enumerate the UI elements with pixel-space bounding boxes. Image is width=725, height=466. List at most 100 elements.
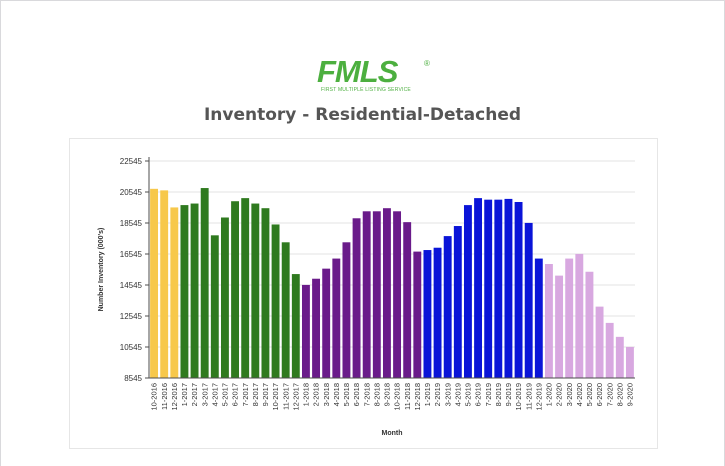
bar-5-2018[interactable] [342,242,351,378]
y-tick-label: 16545 [120,250,143,259]
bar-7-2020[interactable] [605,322,614,378]
bar-11-2016[interactable] [160,190,169,378]
x-tick-label: 2-2020 [555,383,564,406]
x-tick-label: 10-2016 [150,383,159,411]
bar-2-2019[interactable] [433,247,442,378]
bar-8-2019[interactable] [494,199,503,378]
x-tick-label: 4-2018 [332,383,341,406]
x-tick-label: 9-2019 [504,383,513,406]
bar-5-2020[interactable] [585,271,594,378]
bar-10-2017[interactable] [271,224,280,378]
y-axis-title: Number Inventory (000's) [98,228,105,312]
bar-12-2019[interactable] [534,258,543,378]
fmls-logo: FMLS ® FIRST MULTIPLE LISTING SERVICE [315,55,435,96]
y-tick-label: 22545 [120,157,143,166]
x-tick-label: 6-2018 [352,383,361,406]
x-tick-label: 7-2020 [605,383,614,406]
x-tick-label: 9-2020 [626,383,635,406]
x-tick-label: 5-2019 [464,383,473,406]
x-tick-label: 1-2018 [302,383,311,406]
x-tick-label: 10-2018 [393,383,402,411]
bar-4-2019[interactable] [453,226,462,378]
x-tick-label: 5-2017 [221,383,230,406]
bar-12-2017[interactable] [291,274,300,378]
y-axis-ticks: 8545 10545 12545 14545 16545 18545 20545 22545 [120,157,149,383]
bar-5-2017[interactable] [220,217,229,378]
bar-9-2020[interactable] [625,346,634,378]
bar-3-2018[interactable] [322,268,331,378]
x-tick-label: 5-2020 [585,383,594,406]
x-axis-ticks: 10-2016 11-2016 12-2016 1-2017 2-2017 3-2017 4… [150,383,635,411]
x-tick-label: 11-2017 [281,383,290,410]
bar-2-2018[interactable] [312,278,321,378]
bar-1-2018[interactable] [301,284,310,378]
bar-7-2018[interactable] [362,211,371,378]
y-tick-label: 10545 [120,343,143,352]
x-tick-label: 6-2019 [474,383,483,406]
x-tick-label: 12-2016 [170,383,179,411]
bar-11-2017[interactable] [281,242,290,378]
x-tick-label: 3-2018 [322,383,331,406]
bar-6-2020[interactable] [595,306,604,378]
bar-4-2017[interactable] [210,235,219,378]
bar-3-2017[interactable] [200,188,209,378]
bar-12-2016[interactable] [170,207,179,378]
y-tick-label: 12545 [120,312,143,321]
bar-2-2020[interactable] [555,275,564,378]
bar-9-2019[interactable] [504,198,513,378]
bar-9-2018[interactable] [382,208,391,378]
x-tick-label: 3-2019 [443,383,452,406]
x-tick-label: 9-2018 [383,383,392,406]
y-tick-label: 20545 [120,188,143,197]
bar-1-2017[interactable] [180,205,189,378]
x-tick-label: 8-2020 [615,383,624,406]
x-tick-label: 6-2017 [231,383,240,406]
bar-8-2017[interactable] [251,203,260,378]
x-tick-label: 9-2017 [261,383,270,406]
bar-6-2019[interactable] [474,198,483,378]
chart-frame: 8545 10545 12545 14545 16545 18545 20545 22545 … [69,138,658,449]
x-tick-label: 7-2017 [241,383,250,406]
bar-10-2018[interactable] [393,211,402,378]
x-tick-label: 7-2019 [484,383,493,406]
x-tick-label: 3-2020 [565,383,574,406]
bar-6-2017[interactable] [231,201,240,378]
bar-3-2019[interactable] [443,236,452,378]
x-tick-label: 2-2019 [433,383,442,406]
bar-4-2018[interactable] [332,258,341,378]
y-tick-label: 14545 [120,281,143,290]
bar-11-2019[interactable] [524,222,533,378]
x-tick-label: 12-2019 [534,383,543,411]
bar-chart: 854510545125451454516545185452054522545 … [98,157,635,437]
x-tick-label: 10-2017 [271,383,280,411]
x-tick-label: 2-2018 [312,383,321,406]
bar-1-2019[interactable] [423,250,432,378]
bar-11-2018[interactable] [403,222,412,378]
bar-10-2016[interactable] [150,188,159,378]
bars [150,188,634,378]
bar-8-2018[interactable] [372,211,381,378]
bar-8-2020[interactable] [615,336,624,378]
bar-1-2020[interactable] [544,263,553,378]
x-tick-label: 1-2017 [180,383,189,406]
x-tick-label: 8-2017 [251,383,260,406]
x-tick-label: 11-2019 [524,383,533,410]
bar-2-2017[interactable] [190,203,199,378]
bar-12-2018[interactable] [413,251,422,378]
bar-9-2017[interactable] [261,208,270,378]
x-tick-label: 11-2018 [403,383,412,410]
x-tick-label: 1-2020 [545,383,554,406]
bar-3-2020[interactable] [565,258,574,378]
x-tick-label: 12-2018 [413,383,422,411]
bar-10-2019[interactable] [514,201,523,378]
x-tick-label: 4-2019 [453,383,462,406]
bar-4-2020[interactable] [575,253,584,378]
bar-7-2019[interactable] [484,199,493,378]
bar-5-2019[interactable] [463,205,472,378]
x-tick-label: 1-2019 [423,383,432,406]
bar-7-2017[interactable] [241,198,250,378]
bar-6-2018[interactable] [352,218,361,378]
x-tick-label: 3-2017 [200,383,209,406]
chart-title: Inventory - Residential-Detached [203,105,522,125]
